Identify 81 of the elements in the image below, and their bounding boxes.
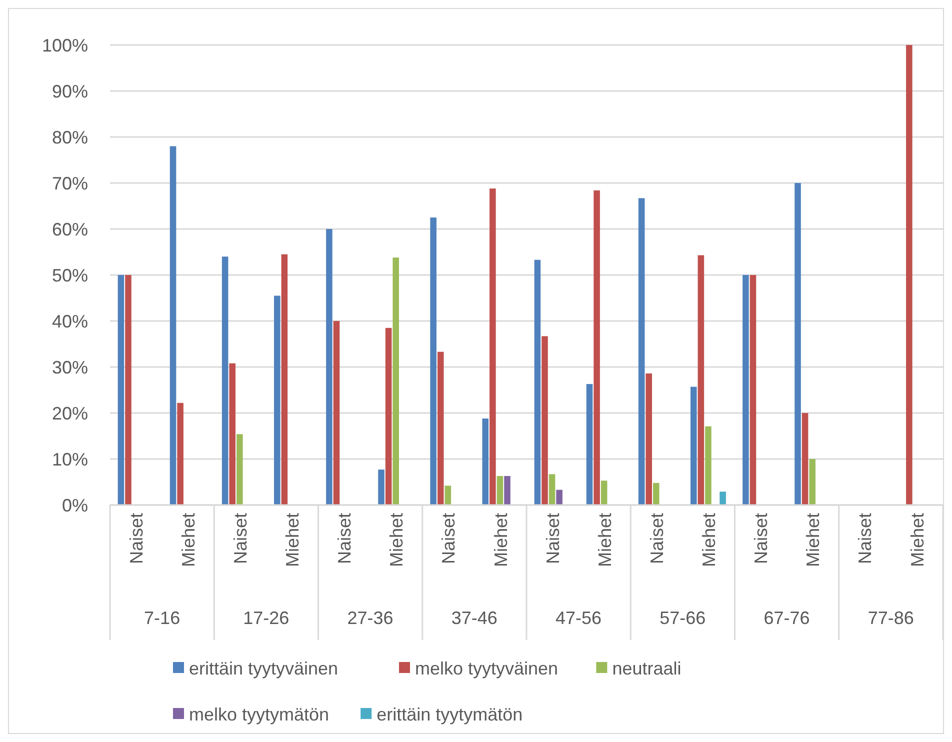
bar [274,296,280,505]
x-tick-label: Miehet [699,513,720,568]
bar [125,275,132,505]
x-tick-label: Miehet [282,513,303,568]
bar [720,492,726,505]
bar [222,256,228,505]
text: 47-56 [556,608,602,628]
x-tick-label: Naiset [646,513,667,564]
x-tick-label: Naiset [334,513,355,564]
x-tick-label: Miehet [907,513,928,568]
bar [705,426,712,505]
legend-label: erittäin tyytymätön [376,704,523,724]
bar [333,321,340,505]
bar [794,183,801,505]
bar [690,386,697,505]
y-tick-label: 60% [52,219,88,240]
x-tick-label: Miehet [386,513,407,568]
legend-label: melko tyytymätön [189,704,330,724]
bar [698,255,704,505]
y-tick-label: 0% [62,495,88,516]
bar [496,476,504,505]
y-tick-label: 100% [42,35,88,56]
x-tick-label: Naiset [438,513,459,564]
bar [326,229,332,505]
bar [548,474,556,505]
text: 7-16 [144,608,180,628]
bar [653,482,660,505]
x-tick-label: Miehet [178,513,198,568]
bar [586,384,593,505]
text: 67-76 [764,608,810,628]
bar [556,490,562,505]
x-tick-label: Miehet [594,513,615,568]
bar [906,45,912,505]
bar [600,480,608,505]
y-tick-label: 10% [52,449,88,470]
bar [281,254,288,505]
bar [750,275,756,505]
y-tick-label: 40% [52,311,88,332]
y-tick-label: 90% [52,81,88,102]
x-tick-label: Naiset [230,513,250,564]
y-tick-label: 70% [52,173,88,194]
bar [802,413,808,505]
text: 27-36 [347,608,394,628]
x-tick-label: Miehet [490,513,511,568]
bar [742,275,749,505]
text: 57-66 [660,608,706,628]
bar [236,434,243,505]
bar [638,198,645,505]
bar [170,146,176,505]
bar [118,275,124,505]
text: 77-86 [868,608,914,628]
bar [430,218,436,505]
bar [437,352,444,505]
legend-label: erittäin tyytyväinen [189,658,338,678]
x-tick-label: Naiset [126,513,146,564]
y-tick-label: 20% [52,403,88,424]
text: 37-46 [451,608,498,628]
bar [229,363,236,505]
text: 17-26 [243,608,290,628]
bar [504,476,510,505]
bar [809,459,816,505]
bar [490,188,496,505]
y-tick-label: 80% [52,127,88,148]
legend-label: neutraali [612,658,682,678]
bar [482,418,489,505]
bar [392,258,399,505]
y-tick-label: 50% [52,265,88,286]
bar [542,336,548,505]
x-tick-label: Naiset [751,513,772,564]
y-tick-label: 30% [52,357,88,378]
bar [534,260,541,505]
bar [444,486,452,505]
x-tick-label: Miehet [803,513,824,568]
bar [385,328,392,505]
bar [646,373,652,505]
bar [594,190,600,505]
bar [177,402,184,505]
x-tick-label: Naiset [855,513,876,564]
x-tick-label: Naiset [542,513,563,564]
legend-label: melko tyytyväinen [415,658,558,678]
bar [378,470,384,505]
